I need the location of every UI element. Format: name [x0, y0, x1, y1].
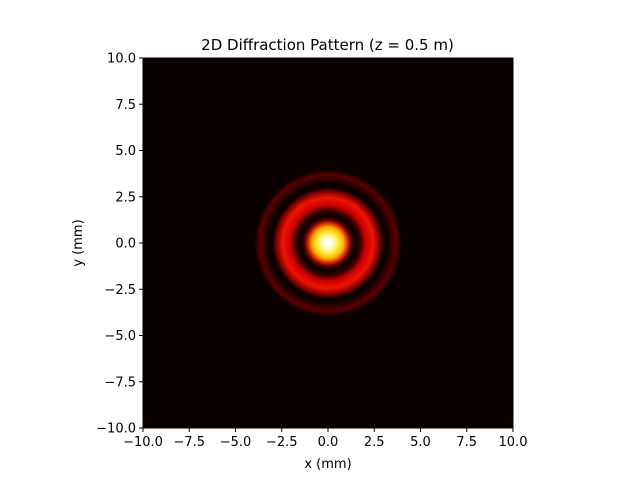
- y-tick-label: 0.0: [115, 237, 136, 252]
- y-tick-label: 2.5: [115, 190, 136, 205]
- x-tick-label: −5.0: [220, 435, 252, 450]
- x-tick-label: 10.0: [499, 435, 528, 450]
- chart-title: 2D Diffraction Pattern (z = 0.5 m): [201, 36, 454, 54]
- y-tick-label: −5.0: [104, 329, 136, 344]
- x-tick-label: −2.5: [266, 435, 298, 450]
- x-tick-label: −7.5: [173, 435, 205, 450]
- x-tick-label: 7.5: [456, 435, 477, 450]
- y-tick-label: 5.0: [115, 144, 136, 159]
- y-axis-label: y (mm): [71, 219, 86, 266]
- y-axis-ticks: −10.0 −7.5 −5.0 −2.5 0.0 2.5 5.0 7.5 10.0: [96, 52, 143, 437]
- x-axis-label: x (mm): [304, 457, 351, 472]
- y-tick-label: −2.5: [104, 283, 136, 298]
- y-tick-label: 10.0: [107, 52, 136, 67]
- y-tick-label: 7.5: [115, 98, 136, 113]
- x-axis-ticks: −10.0 −7.5 −5.0 −2.5 0.0 2.5 5.0 7.5 10.0: [123, 428, 527, 450]
- x-tick-label: 0.0: [318, 435, 339, 450]
- x-tick-label: 5.0: [410, 435, 431, 450]
- y-tick-label: −10.0: [96, 422, 136, 437]
- diffraction-pattern: [254, 169, 402, 317]
- y-tick-label: −7.5: [104, 375, 136, 390]
- x-tick-label: −10.0: [123, 435, 163, 450]
- x-tick-label: 2.5: [364, 435, 385, 450]
